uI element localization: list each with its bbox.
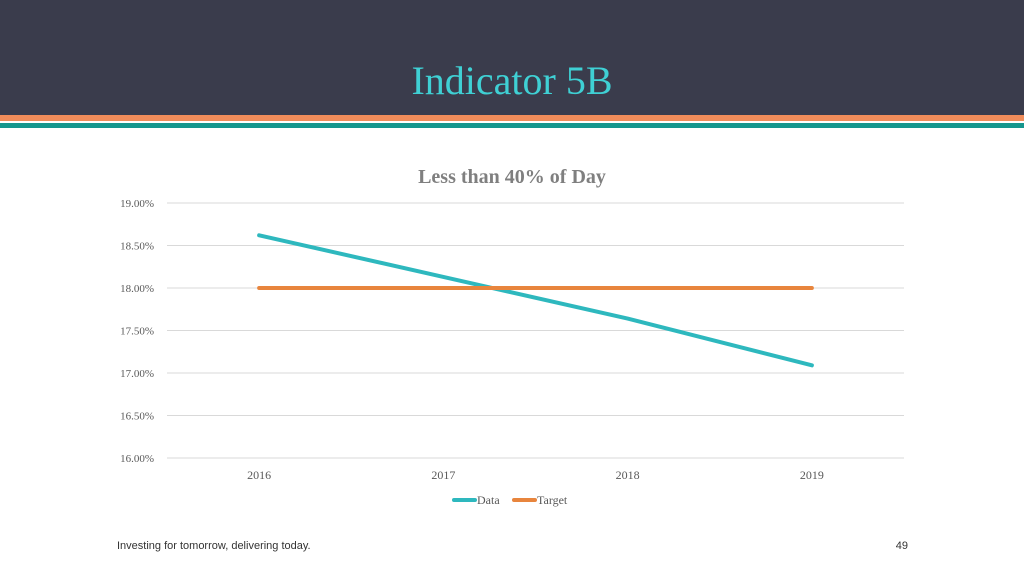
header-stripe-teal [0,123,1024,128]
page-number: 49 [895,540,908,552]
y-tick-label: 17.00% [120,368,154,380]
y-tick-label: 18.50% [120,241,154,253]
x-tick-label: 2019 [800,468,824,482]
slide-title: Indicator 5B [411,58,613,103]
chart-series [257,233,814,368]
x-tick-label: 2018 [616,468,640,482]
x-axis-ticks: 2016 2017 2018 2019 [247,468,824,482]
header-stripe-gap [0,121,1024,123]
chart-legend: Data Target [452,493,568,507]
y-tick-label: 19.00% [120,198,154,210]
legend-label-data: Data [477,493,500,507]
x-tick-label: 2017 [431,468,455,482]
footer-tagline: Investing for tomorrow, delivering today… [117,540,311,552]
y-tick-label: 16.00% [120,453,154,465]
header-stripe-orange [0,115,1024,121]
legend-label-target: Target [537,493,568,507]
y-axis-ticks: 19.00% 18.50% 18.00% 17.50% 17.00% 16.50% 16.0… [120,198,154,465]
y-tick-label: 18.00% [120,283,154,295]
chart-title: Less than 40% of Day [418,166,606,188]
y-tick-label: 17.50% [120,326,154,338]
series-line-data [257,233,814,368]
y-tick-label: 16.50% [120,411,154,423]
slide-header [0,0,1024,115]
x-tick-label: 2016 [247,468,271,482]
